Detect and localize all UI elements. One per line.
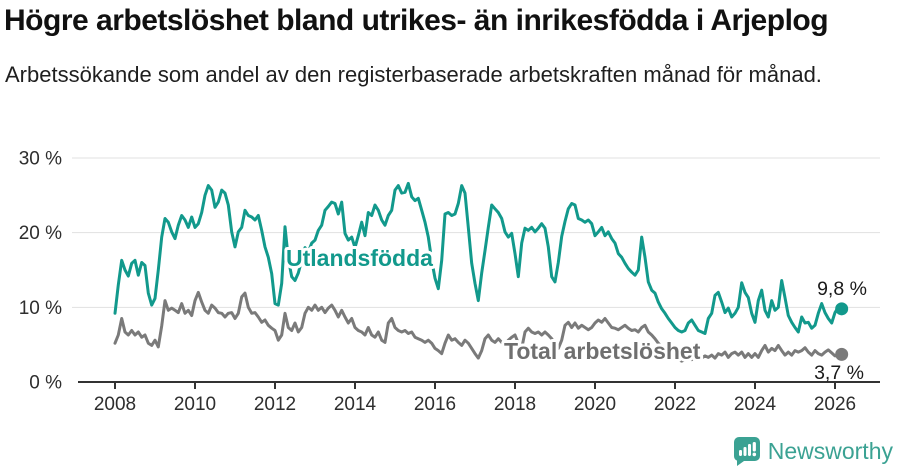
- newsworthy-bubble-icon: [733, 437, 760, 466]
- bar-small: [738, 450, 742, 456]
- x-tick-label-2010: 2010: [174, 394, 216, 415]
- newsworthy-wordmark: Newsworthy: [767, 438, 893, 464]
- x-tick-label-2012: 2012: [254, 394, 296, 415]
- exclamation-bar: [752, 442, 756, 452]
- page-title: Högre arbetslöshet bland utrikes- än inr…: [4, 4, 829, 37]
- bar-medium: [743, 447, 747, 456]
- bubble-shape: [733, 437, 760, 466]
- series-label-utlandsfodda: Utlandsfödda: [286, 245, 433, 271]
- x-tick-label-2026: 2026: [814, 394, 856, 415]
- series-line-total-arbetsloshet: [113, 290, 844, 363]
- y-tick-label-30-percent: 30 %: [19, 149, 62, 170]
- y-tick-label-20-percent: 20 %: [19, 223, 62, 244]
- chart-subtitle: Arbetssökande som andel av den registerb…: [5, 62, 822, 87]
- newsworthy-logo: Newsworthy: [732, 436, 893, 467]
- end-value-label-total-arbetsloshet: 3,7 %: [814, 362, 864, 384]
- x-tick-label-2020: 2020: [574, 394, 616, 415]
- x-tick-label-2008: 2008: [94, 394, 136, 415]
- end-dot-utlandsfodda: [835, 302, 849, 316]
- end-value-label-utlandsfodda: 9,8 %: [817, 278, 867, 300]
- end-dot-total-arbetsloshet: [835, 347, 849, 361]
- y-tick-label-0-percent: 0 %: [29, 373, 62, 394]
- series-label-total-arbetsloshet: Total arbetslöshet: [504, 338, 701, 364]
- line-chart: 2008 2010 2012 2014 2016 2018 2020 2022 2024 2026…: [19, 149, 880, 415]
- x-tick-label-2014: 2014: [334, 394, 377, 415]
- x-tick-label-2024: 2024: [734, 394, 777, 415]
- x-tick-label-2018: 2018: [494, 394, 536, 415]
- x-tick-label-2016: 2016: [414, 394, 456, 415]
- y-tick-label-10-percent: 10 %: [19, 298, 62, 319]
- exclamation-dot: [752, 452, 756, 457]
- series-line-utlandsfodda: [113, 181, 844, 335]
- x-tick-label-2022: 2022: [654, 394, 696, 415]
- bar-tall: [747, 444, 751, 456]
